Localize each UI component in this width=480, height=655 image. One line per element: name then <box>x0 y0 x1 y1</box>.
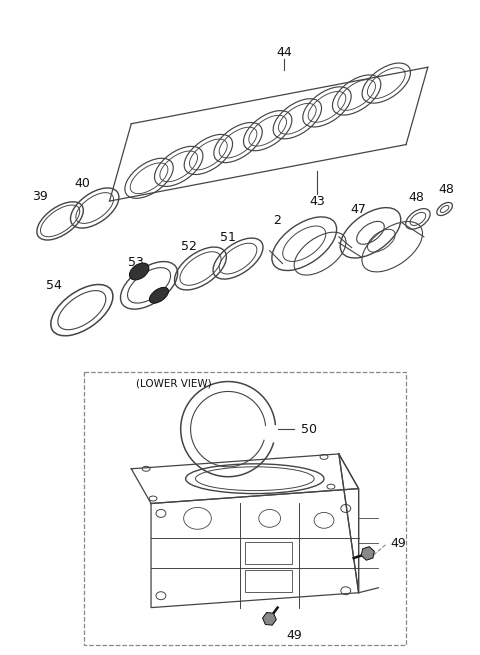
Text: 50: 50 <box>301 422 317 436</box>
Bar <box>245 570 292 591</box>
Ellipse shape <box>149 288 168 303</box>
Text: 40: 40 <box>74 177 90 190</box>
Text: 48: 48 <box>439 183 455 196</box>
Text: 43: 43 <box>309 195 325 208</box>
Text: 48: 48 <box>408 191 424 204</box>
Polygon shape <box>361 547 374 560</box>
Ellipse shape <box>130 263 149 280</box>
Text: (LOWER VIEW): (LOWER VIEW) <box>136 379 212 388</box>
Text: 47: 47 <box>351 202 367 215</box>
Polygon shape <box>263 612 276 625</box>
Text: 49: 49 <box>390 536 406 550</box>
Text: 49: 49 <box>287 629 302 642</box>
Text: 2: 2 <box>274 214 281 227</box>
Bar <box>245 542 292 564</box>
Text: 54: 54 <box>46 279 62 292</box>
Text: 39: 39 <box>33 190 48 202</box>
Text: 44: 44 <box>276 46 292 59</box>
Text: 52: 52 <box>180 240 196 253</box>
Text: 51: 51 <box>220 231 236 244</box>
Text: 53: 53 <box>128 256 144 269</box>
